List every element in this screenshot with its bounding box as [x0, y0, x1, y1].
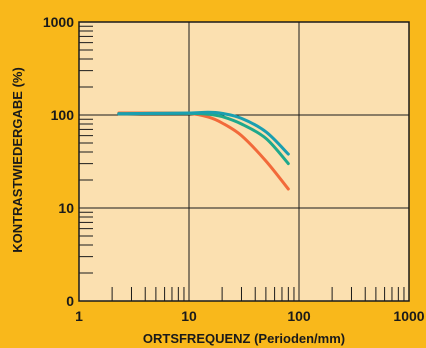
y-tick-label: 10 — [58, 200, 74, 216]
y-axis-title: KONTRASTWIEDERGABE (%) — [10, 67, 25, 253]
x-tick-label: 10 — [181, 308, 197, 324]
x-tick-label: 1 — [75, 308, 83, 324]
minor-ticks — [79, 25, 405, 301]
x-tick-label: 100 — [287, 308, 311, 324]
x-tick-label: 1000 — [393, 308, 424, 324]
series-group — [117, 110, 290, 191]
y-tick-label: 1000 — [43, 14, 74, 30]
series-line-3 — [117, 110, 290, 156]
plot-frame — [78, 21, 410, 302]
y-tick-labels: 0 10 100 1000 — [43, 14, 74, 309]
x-axis-title: ORTSFREQUENZ (Perioden/mm) — [143, 331, 345, 346]
y-tick-label: 100 — [51, 107, 75, 123]
y-tick-label: 0 — [66, 293, 74, 309]
x-tick-labels: 1 10 100 1000 — [75, 308, 425, 324]
plot-area — [79, 22, 409, 301]
